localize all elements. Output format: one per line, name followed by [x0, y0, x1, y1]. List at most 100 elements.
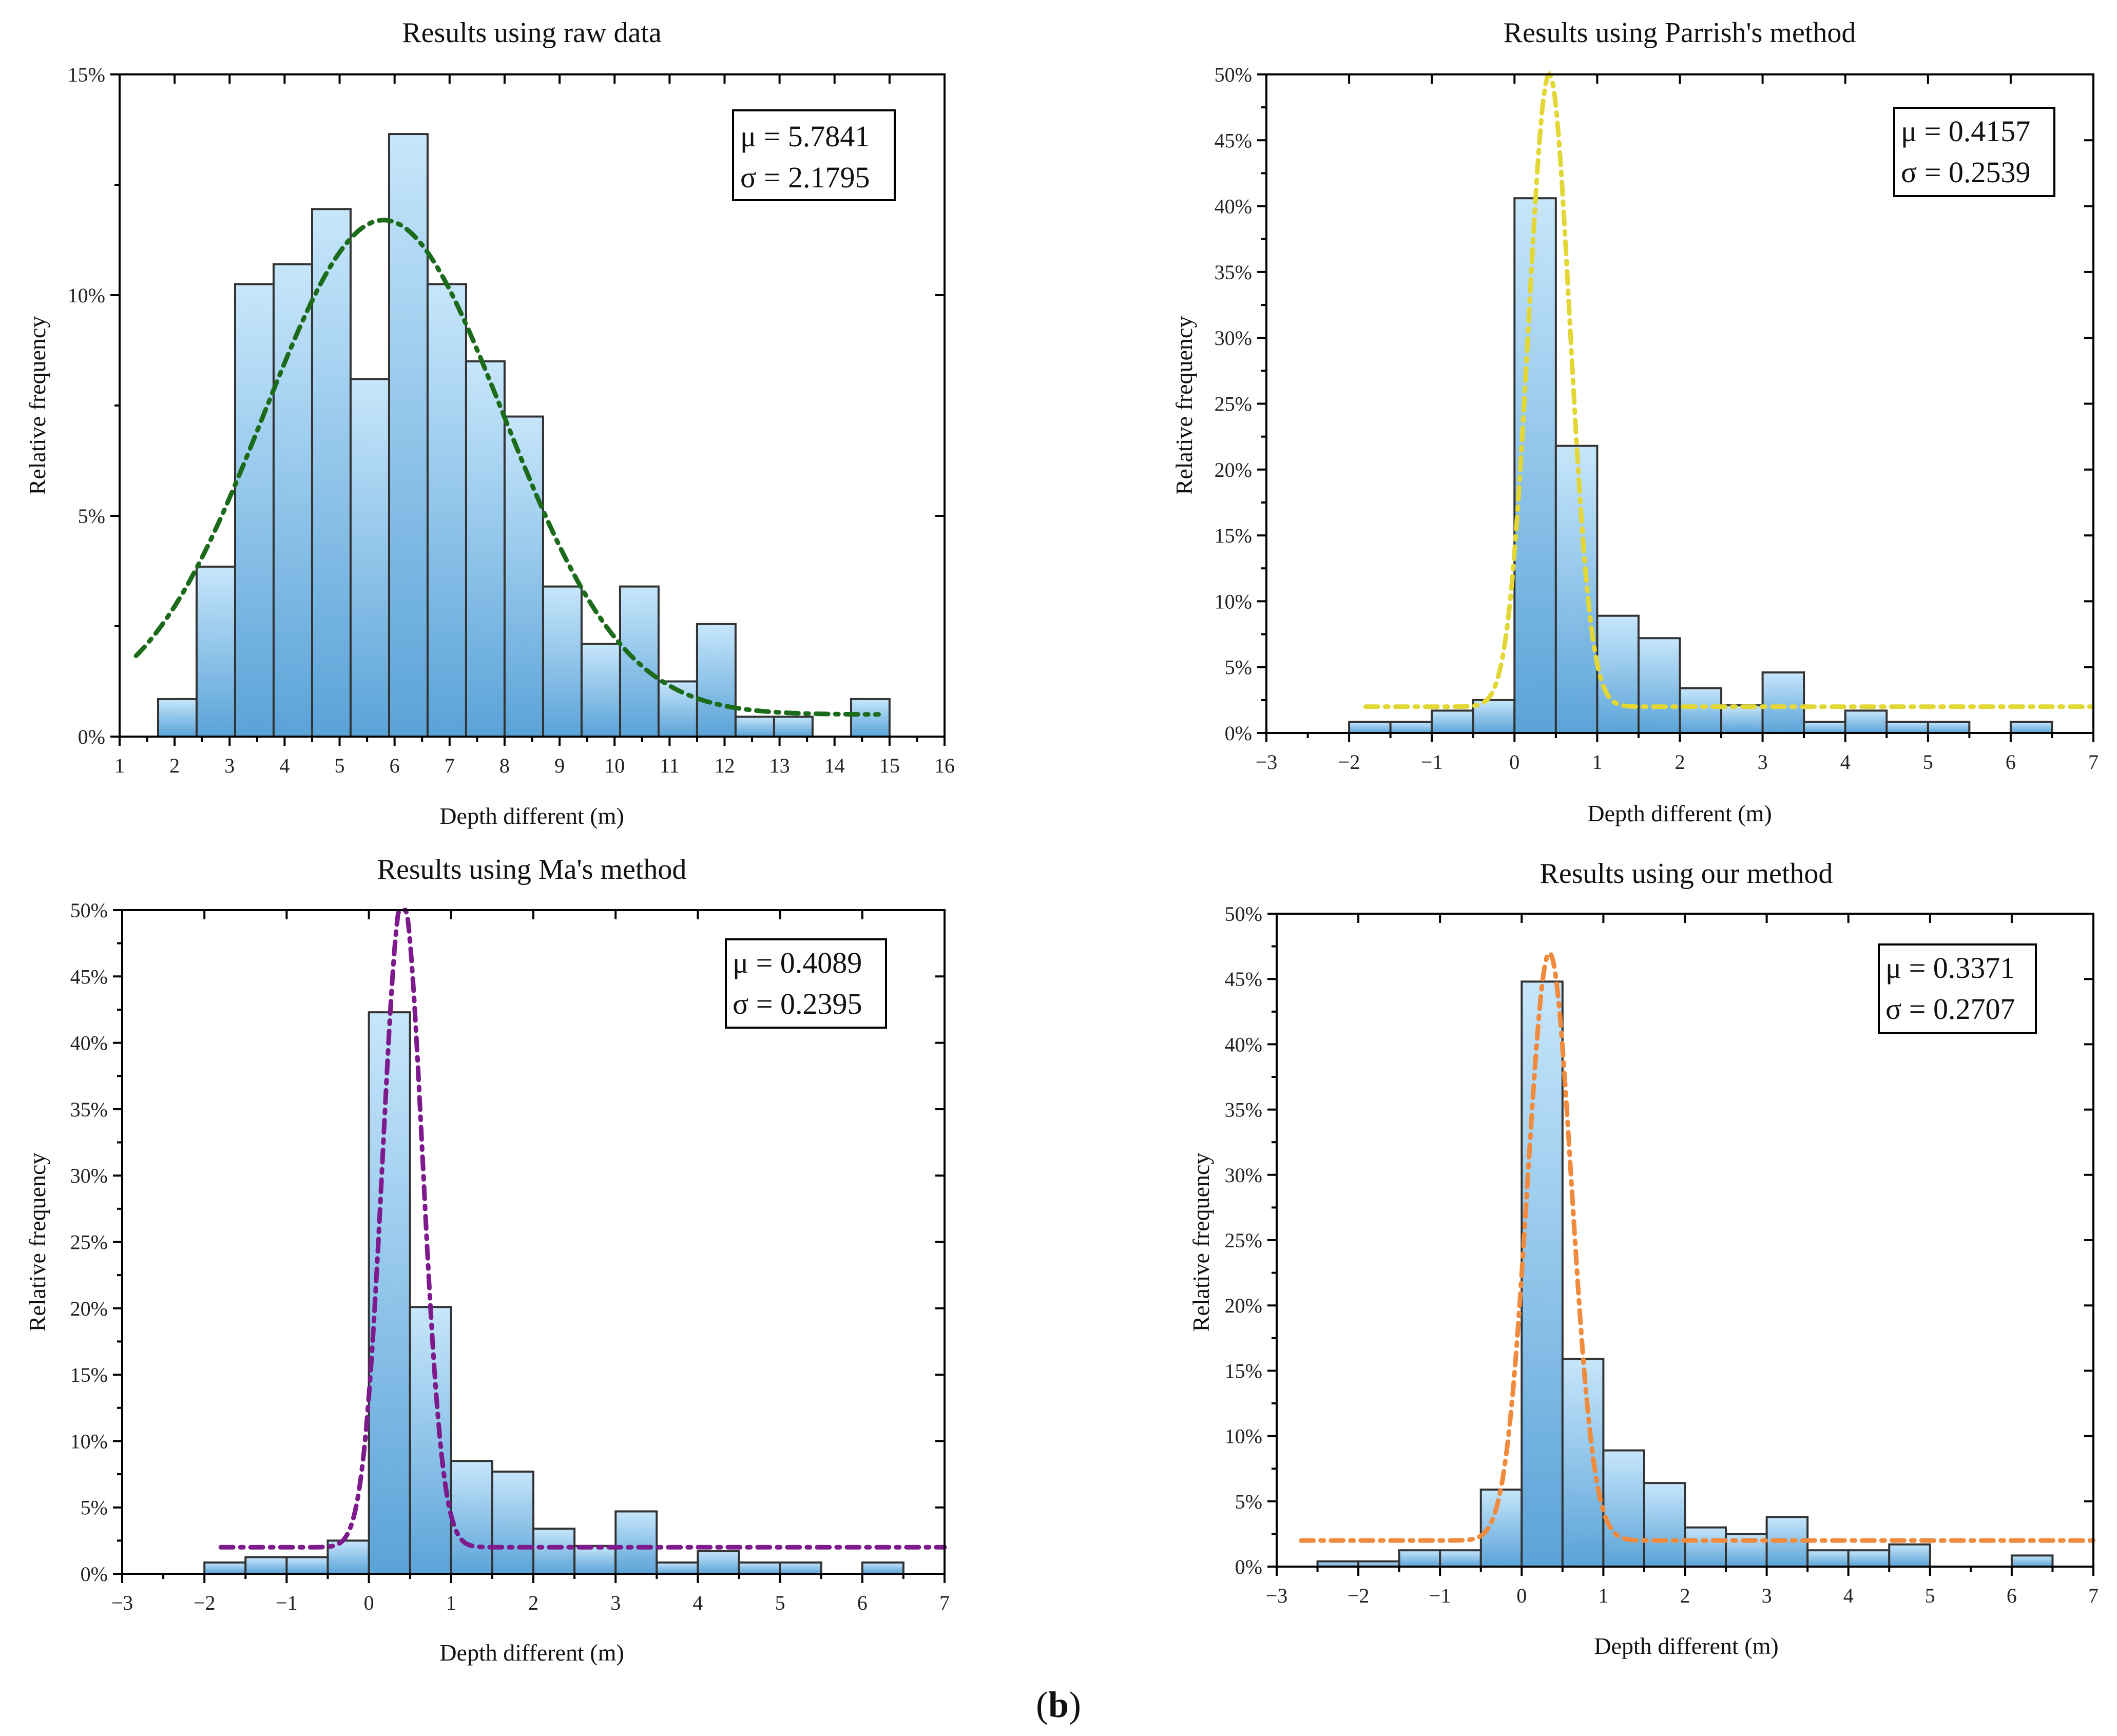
y-tick-label: 10% [1225, 1425, 1262, 1448]
histogram-bar [1927, 721, 1971, 734]
x-tick-label: 12 [714, 754, 735, 777]
x-tick-label: 16 [934, 754, 955, 777]
chart-raw-plot: 1 2 3 4 5 6 7 8 9 10 11 12 13 14 15 160%5%10%15% [68, 63, 955, 777]
histogram-bar [1806, 1549, 1850, 1568]
y-tick-label: 10% [70, 1430, 108, 1453]
y-tick-label: 35% [1225, 1098, 1262, 1122]
histogram-bar [1439, 1549, 1482, 1568]
x-tick-label: 6 [2007, 1584, 2017, 1607]
y-tick-label: 5% [81, 1496, 108, 1519]
chart-raw-ylabel: Relative frequency [24, 316, 50, 495]
x-tick-label: 11 [660, 754, 680, 777]
fit-curve [218, 908, 947, 1550]
histogram-bar [1521, 980, 1564, 1568]
x-tick-label: −1 [1429, 1584, 1451, 1607]
y-tick-label: 15% [1225, 1359, 1262, 1382]
x-tick-label: −3 [111, 1591, 133, 1614]
x-tick-label: 2 [169, 754, 180, 777]
histogram-bar [861, 1561, 904, 1575]
chart-ma-ylabel: Relative frequency [24, 1153, 50, 1332]
histogram-bar [244, 1556, 288, 1575]
y-tick-label: 35% [70, 1098, 108, 1121]
y-tick-label: 30% [70, 1164, 108, 1187]
histogram-bar [1643, 1482, 1686, 1568]
chart-raw-mu: μ = 5.7841 [740, 120, 870, 153]
chart-raw-sigma: σ = 2.1795 [740, 161, 870, 194]
chart-ours: Results using our method −3 −2 −1 0 1 2 3 4 5 6 7 0… [1188, 858, 2099, 1659]
caption-close: ) [1069, 1684, 1081, 1725]
histogram-bar [1844, 709, 1888, 735]
fit-curve [1299, 950, 2096, 1543]
x-tick-label: 4 [1840, 750, 1851, 774]
x-tick-label: 1 [114, 754, 125, 777]
x-tick-label: 4 [692, 1591, 703, 1614]
y-tick-label: 50% [1225, 902, 1262, 925]
chart-parrish-title: Results using Parrish's method [1504, 17, 1856, 49]
histogram-bar [1348, 721, 1392, 734]
histogram-bar [1720, 704, 1764, 735]
histogram-bar [532, 1528, 576, 1575]
y-tick-label: 0% [1225, 722, 1252, 745]
histogram-bar [697, 1550, 740, 1575]
histogram-bar [491, 1470, 535, 1575]
y-tick-label: 20% [1225, 1294, 1262, 1317]
x-tick-label: 3 [1758, 750, 1768, 774]
histogram-bar [234, 283, 275, 738]
histogram-bar [450, 1460, 493, 1575]
y-tick-label: 0% [1235, 1555, 1262, 1578]
x-tick-label: 5 [775, 1591, 785, 1614]
fit-curve [1363, 70, 2096, 709]
histogram-bar [656, 1561, 699, 1575]
x-tick-label: 0 [1516, 1584, 1527, 1607]
x-tick-label: 2 [1680, 1584, 1690, 1607]
histogram-bar [157, 698, 198, 738]
x-tick-label: 7 [2088, 750, 2099, 774]
x-tick-label: 2 [528, 1591, 538, 1614]
histogram-bar [1679, 687, 1723, 734]
y-tick-label: 30% [1215, 326, 1252, 350]
y-tick-label: 25% [1225, 1229, 1262, 1252]
histogram-bar [272, 263, 313, 738]
x-tick-label: 8 [499, 754, 510, 777]
y-tick-label: 50% [1215, 63, 1252, 86]
x-tick-label: 7 [939, 1591, 950, 1614]
x-tick-label: 14 [824, 754, 845, 777]
chart-ours-title: Results using our method [1540, 858, 1833, 890]
histogram-bar [1596, 614, 1640, 734]
histogram-bar [409, 1306, 452, 1575]
x-tick-label: −2 [1338, 750, 1360, 774]
x-tick-label: 5 [1923, 750, 1933, 774]
x-tick-label: 5 [335, 754, 345, 777]
histogram-bar [426, 283, 467, 738]
x-tick-label: 13 [769, 754, 790, 777]
chart-raw: Results using raw data 1 2 3 4 5 6 7 8 9 10 11 12 13… [24, 17, 955, 829]
chart-raw-stats-box: μ = 5.7841 σ = 2.1795 [732, 109, 896, 201]
x-tick-label: −3 [1266, 1584, 1288, 1607]
histogram-bar [614, 1510, 658, 1575]
histogram-bar [738, 1561, 781, 1575]
y-tick-label: 25% [1215, 393, 1252, 416]
x-tick-label: 6 [857, 1591, 868, 1614]
histogram-bar [773, 716, 814, 738]
histogram-bar [542, 585, 583, 738]
fit-curve [133, 218, 881, 717]
chart-ours-ylabel: Relative frequency [1188, 1153, 1214, 1332]
histogram-bar [573, 1545, 617, 1575]
histogram-bar [465, 360, 506, 738]
chart-ours-plot: −3 −2 −1 0 1 2 3 4 5 6 7 0% 5% 10% 15% 20% 25% 30% 35% 40% 4… [1225, 902, 2099, 1607]
x-tick-label: 3 [1762, 1584, 1772, 1607]
y-tick-label: 40% [70, 1032, 108, 1055]
x-tick-label: 3 [610, 1591, 621, 1614]
chart-ma: Results using Ma's method −3 −2 −1 0 1 2 3 4 5 6 7… [24, 854, 950, 1666]
chart-parrish: Results using Parrish's method −3 −2 −1 0 1 2… [1171, 17, 2099, 826]
chart-ma-plot: −3 −2 −1 0 1 2 3 4 5 6 7 0% 5% 10% 15% 20% 25% 30% 35% 40% 4… [70, 899, 950, 1614]
chart-raw-title: Results using raw data [402, 17, 662, 49]
y-tick-label: 0% [78, 725, 105, 748]
chart-parrish-sigma: σ = 0.2539 [1901, 156, 2030, 189]
x-tick-label: 10 [604, 754, 625, 777]
histogram-bar [1847, 1549, 1891, 1568]
histogram-bar [195, 565, 236, 738]
chart-ours-stats-box: μ = 0.3371 σ = 0.2707 [1878, 943, 2037, 1034]
figure-caption: (b) [1036, 1684, 1081, 1725]
histogram-bar [734, 716, 775, 738]
